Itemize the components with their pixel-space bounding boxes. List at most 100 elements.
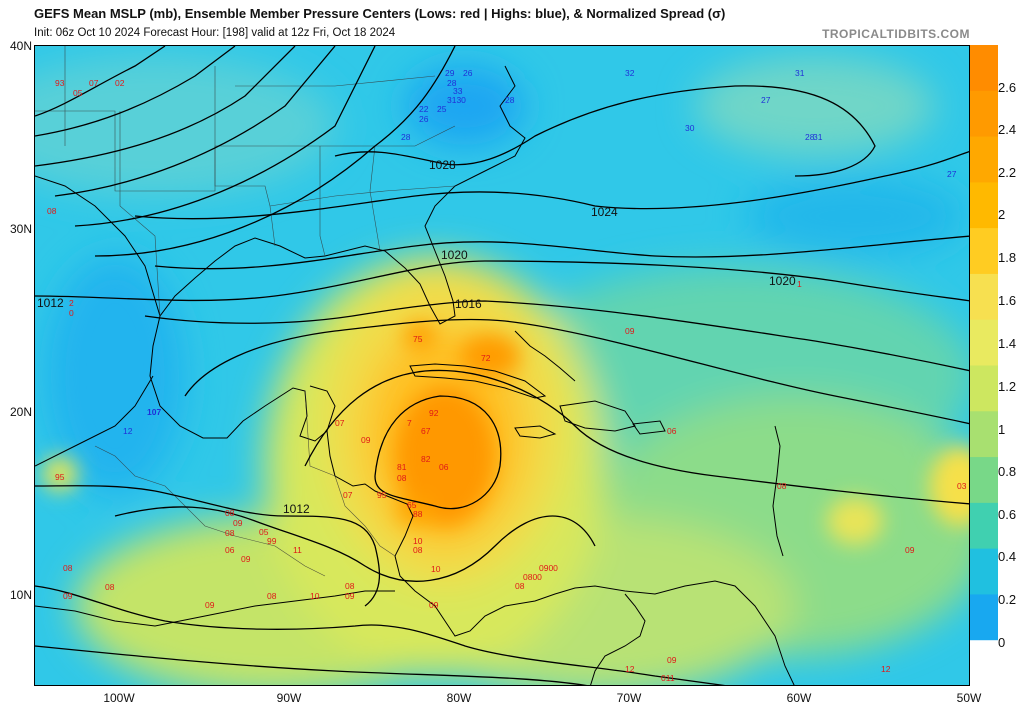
map-svg: 1028 1024 1020 1020 1016 1012 1012 93 07… <box>35 46 969 685</box>
low-center: 06 <box>667 426 677 436</box>
colorbar-label: 1.4 <box>998 336 1017 351</box>
low-center: 08 <box>397 473 407 483</box>
high-center: 28 <box>805 132 815 142</box>
high-center: 26 <box>419 114 429 124</box>
lat-label-10n: 10N <box>9 588 32 602</box>
high-center: 3130 <box>447 95 466 105</box>
low-center: 09 <box>63 591 73 601</box>
low-center: 09 <box>625 326 635 336</box>
low-center: 65 <box>407 500 417 510</box>
low-center: 08 <box>267 591 277 601</box>
low-center: 07 <box>343 490 353 500</box>
colorbar-swatch <box>970 45 998 92</box>
high-center: 31 <box>813 132 823 142</box>
isobar-label: 1024 <box>591 205 618 219</box>
spread-colorbar <box>970 45 1024 687</box>
colorbar-label: 1.8 <box>998 250 1017 265</box>
high-center: 12 <box>123 426 133 436</box>
low-center: 09 <box>905 545 915 555</box>
high-center: 22 <box>419 104 429 114</box>
low-center: 08 <box>777 481 787 491</box>
low-center: 09 <box>205 600 215 610</box>
low-center: 08 <box>345 581 355 591</box>
colorbar-label: 2.2 <box>998 165 1017 180</box>
high-center: 28 <box>447 78 457 88</box>
colorbar-label: 2.6 <box>998 80 1017 95</box>
colorbar-swatch <box>970 136 998 183</box>
low-center: 12 <box>625 664 635 674</box>
high-center: 107 <box>147 407 161 417</box>
high-center: 26 <box>463 68 473 78</box>
colorbar-swatch <box>970 594 998 641</box>
low-center: 011 <box>661 673 675 683</box>
low-center: 08 <box>63 563 73 573</box>
isobar-label: 1012 <box>283 502 310 516</box>
low-center: 05 <box>259 527 269 537</box>
low-center: 09 <box>233 518 243 528</box>
low-center: 95 <box>55 472 65 482</box>
isobar-label: 1016 <box>455 297 482 311</box>
low-center: 10 <box>431 564 441 574</box>
map-panel: 1028 1024 1020 1020 1016 1012 1012 93 07… <box>34 45 970 686</box>
low-center: 09 <box>345 591 355 601</box>
low-center: 09 <box>667 655 677 665</box>
low-center: 06 <box>225 545 235 555</box>
low-center: 09 <box>241 554 251 564</box>
chart-subtitle: Init: 06z Oct 10 2024 Forecast Hour: [19… <box>34 27 396 39</box>
low-center: 07 <box>89 78 99 88</box>
low-center: 08 <box>105 582 115 592</box>
low-center: 03 <box>957 481 967 491</box>
member-lows: 93 07 02 05 08 2 0 75 72 07 09 92 67 7 8… <box>47 78 967 683</box>
colorbar-label: 1.6 <box>998 293 1017 308</box>
low-center: 08 <box>413 545 423 555</box>
low-center: 7 <box>407 418 412 428</box>
lat-label-20n: 20N <box>9 405 32 419</box>
high-center: 32 <box>625 68 635 78</box>
lon-label-90w: 90W <box>276 691 302 705</box>
colorbar-label: 1.2 <box>998 379 1017 394</box>
colorbar-swatch <box>970 548 998 595</box>
low-center: 92 <box>429 408 439 418</box>
colorbar-swatch <box>970 365 998 412</box>
high-center: 33 <box>453 86 463 96</box>
isobar-labels: 1028 1024 1020 1020 1016 1012 1012 <box>37 158 796 516</box>
low-center: 06 <box>439 462 449 472</box>
colorbar-swatch <box>970 273 998 321</box>
colorbar-svg <box>970 45 998 687</box>
low-center: 67 <box>421 426 431 436</box>
colorbar-label: 0.8 <box>998 464 1017 479</box>
low-center: 08 <box>515 581 525 591</box>
isobar-label: 1028 <box>429 158 456 172</box>
lon-label-70w: 70W <box>616 691 642 705</box>
low-center: 10 <box>310 591 320 601</box>
low-center: 75 <box>413 334 423 344</box>
high-center: 30 <box>685 123 695 133</box>
high-center: 28 <box>505 95 515 105</box>
low-center: 72 <box>481 353 491 363</box>
colorbar-swatch <box>970 182 998 229</box>
colorbar-swatch <box>970 502 998 550</box>
lon-label-50w: 50W <box>956 691 982 705</box>
colorbar-swatch <box>970 319 998 366</box>
isobar-label: 1020 <box>441 248 468 262</box>
lat-label-40n: 40N <box>9 39 32 53</box>
colorbar-label: 0.2 <box>998 592 1017 607</box>
low-center: 08 <box>225 528 235 538</box>
low-center: 95 <box>377 490 387 500</box>
low-center: 0 <box>69 308 74 318</box>
low-center: 09 <box>429 600 439 610</box>
low-center: 99 <box>267 536 277 546</box>
low-center: 12 <box>881 664 891 674</box>
brand-watermark: TROPICALTIDBITS.COM <box>822 27 970 41</box>
low-center: 1 <box>797 279 802 289</box>
high-center: 29 <box>445 68 455 78</box>
low-center: 10 <box>413 536 423 546</box>
low-center: 11 <box>293 545 302 555</box>
colorbar-label: 0.6 <box>998 507 1017 522</box>
colorbar-label: 0.4 <box>998 549 1017 564</box>
high-center: 27 <box>947 169 957 179</box>
state-borders <box>35 46 456 577</box>
high-center: 28 <box>401 132 411 142</box>
high-center: 27 <box>761 95 771 105</box>
colorbar-swatch <box>970 457 998 504</box>
